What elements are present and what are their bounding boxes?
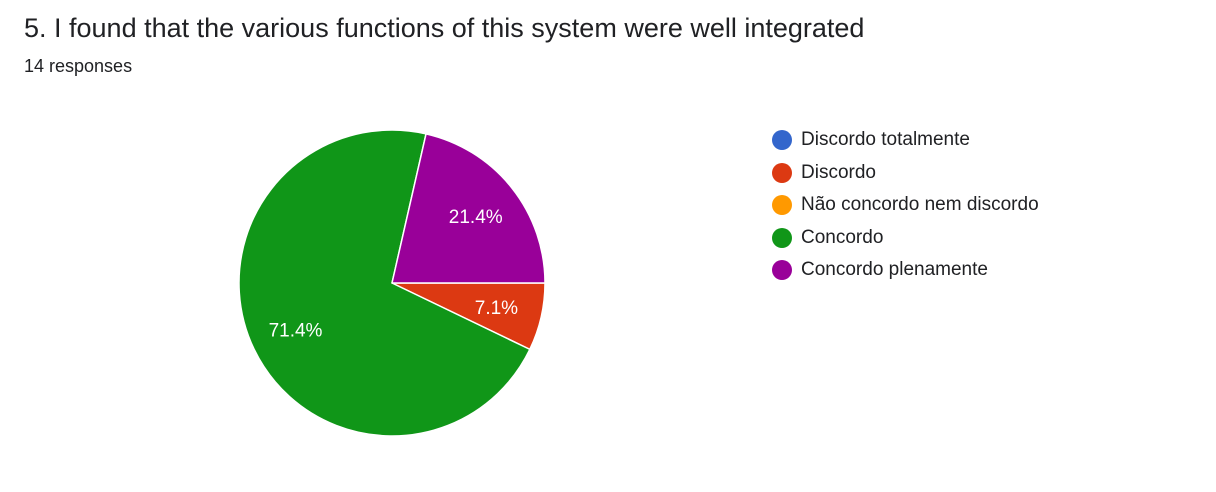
legend-swatch [772, 227, 792, 248]
legend-item[interactable]: Concordo plenamente [772, 254, 1039, 287]
slice-percent-label: 7.1% [475, 298, 518, 319]
legend-label: Discordo totalmente [801, 129, 970, 151]
legend-item[interactable]: Discordo totalmente [772, 124, 1039, 157]
pie-slice-labels: 7.1% 71.4% 21.4% [269, 207, 519, 341]
question-title: 5. I found that the various functions of… [24, 13, 865, 43]
legend-label: Concordo plenamente [801, 259, 988, 281]
legend-item[interactable]: Não concordo nem discordo [772, 189, 1039, 222]
legend: Discordo totalmente Discordo Não concord… [772, 124, 1039, 287]
slice-percent-label: 21.4% [449, 207, 503, 228]
legend-swatch [772, 162, 792, 183]
legend-label: Concordo [801, 226, 884, 248]
response-count: 14 responses [24, 56, 133, 76]
pie-slice-concordo[interactable] [238, 129, 531, 437]
legend-item[interactable]: Concordo [772, 222, 1039, 255]
legend-label: Não concordo nem discordo [801, 194, 1039, 216]
legend-swatch [772, 260, 792, 281]
legend-item[interactable]: Discordo [772, 157, 1039, 190]
slice-percent-label: 71.4% [269, 320, 323, 341]
legend-label: Discordo [801, 161, 876, 183]
legend-swatch [772, 195, 792, 216]
pie-slices [238, 129, 546, 437]
pie-slice-concordo-plenamente[interactable] [391, 133, 546, 284]
legend-swatch [772, 130, 792, 151]
